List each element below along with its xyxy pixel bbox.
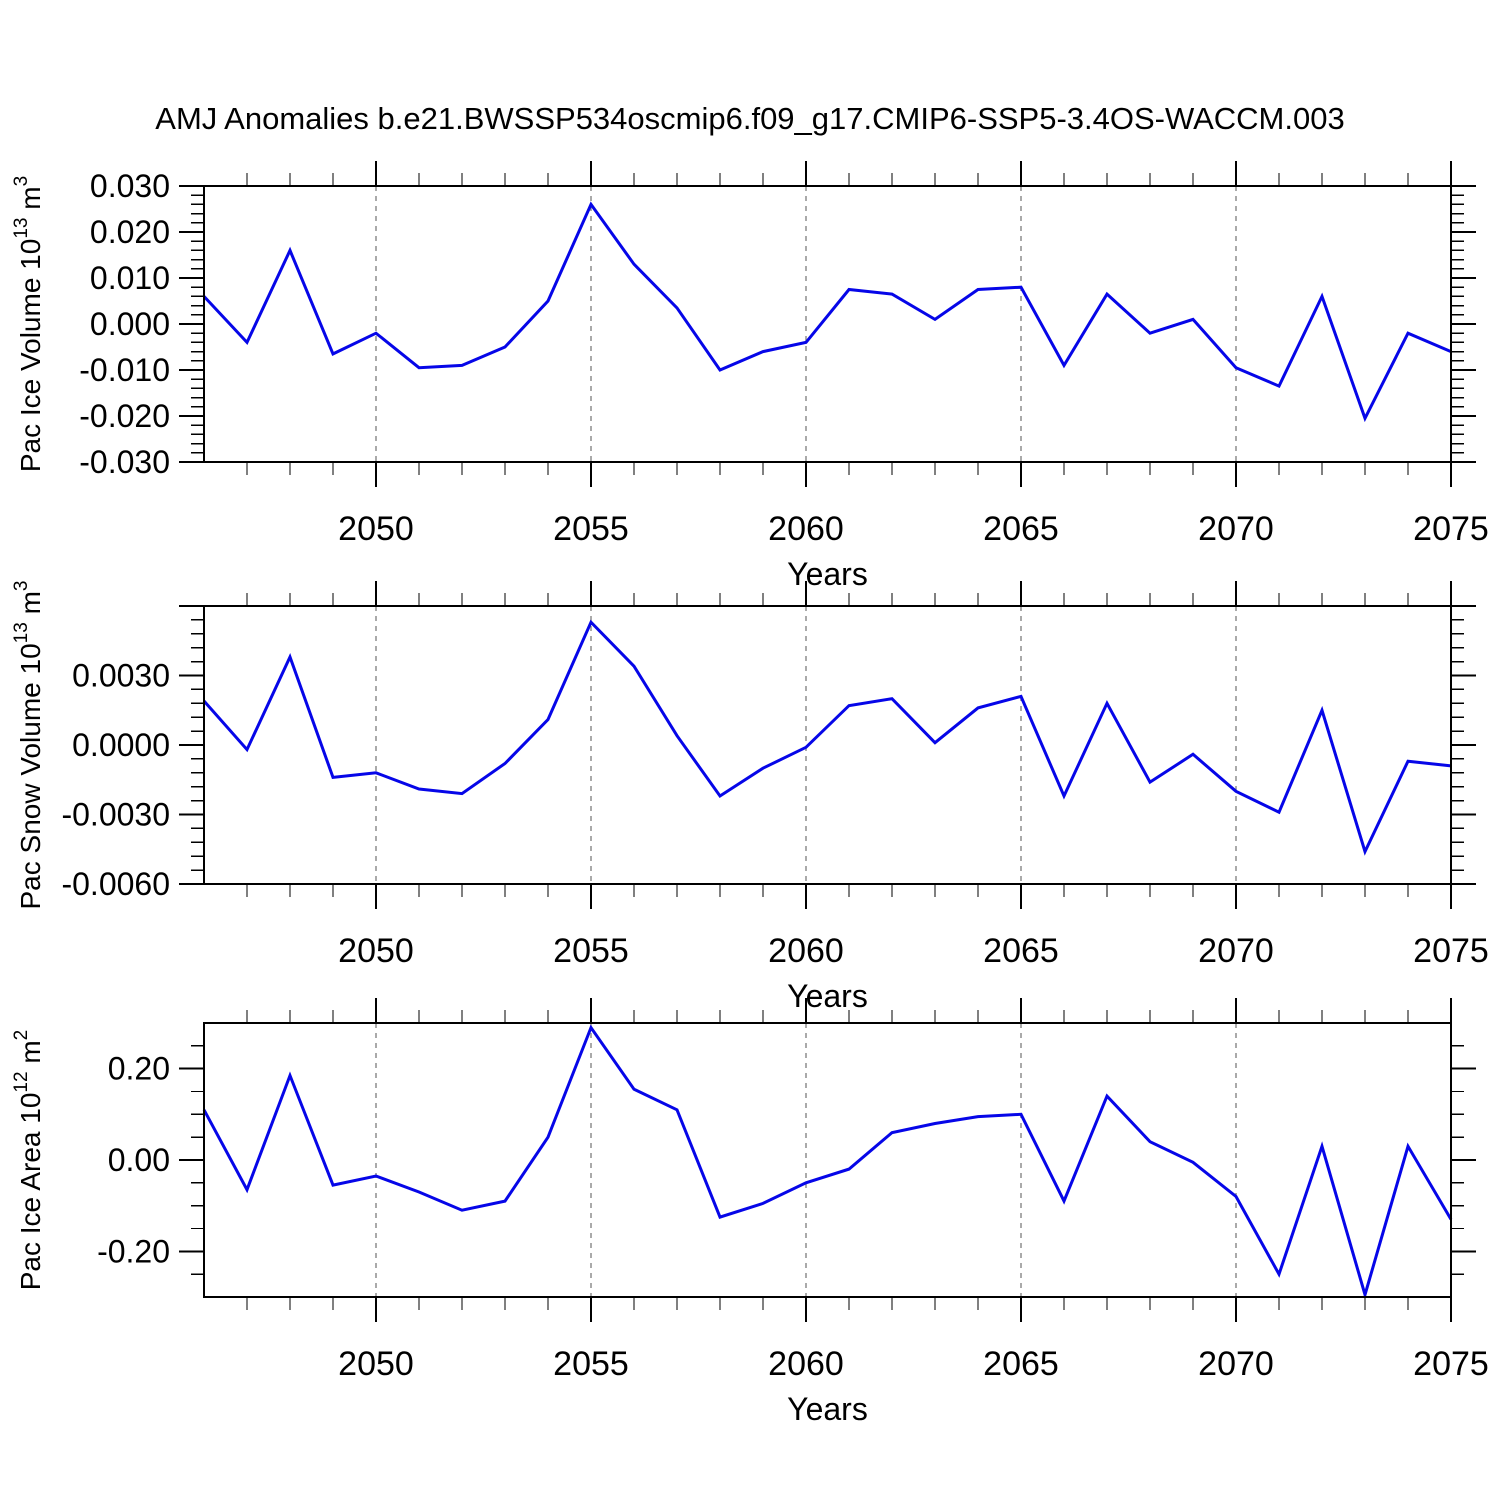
x-axis-title: Years	[787, 556, 868, 592]
x-tick-label: 2055	[553, 1345, 629, 1383]
y-tick-label: 0.000	[90, 306, 170, 342]
x-tick-label: 2070	[1198, 510, 1274, 548]
axis-ticks	[179, 998, 1476, 1322]
axis-ticks	[179, 581, 1476, 909]
y-tick-label: -0.030	[79, 444, 170, 480]
x-tick-label: 2075	[1413, 932, 1489, 970]
y-tick-label: 0.030	[90, 168, 170, 204]
plot-box	[203, 1022, 1452, 1298]
x-axis-title: Years	[787, 1391, 868, 1427]
x-tick-label: 2060	[768, 932, 844, 970]
x-tick-label: 2070	[1198, 932, 1274, 970]
plot-box	[203, 185, 1452, 463]
y-tick-label: -0.0030	[61, 797, 170, 833]
axis-ticks	[179, 161, 1476, 487]
x-tick-label: 2050	[338, 1345, 414, 1383]
x-tick-label: 2060	[768, 1345, 844, 1383]
x-tick-label: 2055	[553, 932, 629, 970]
x-tick-label: 2070	[1198, 1345, 1274, 1383]
y-tick-label: 0.0000	[72, 727, 170, 763]
y-tick-label: 0.010	[90, 260, 170, 296]
x-tick-label: 2060	[768, 510, 844, 548]
y-tick-label: 0.00	[108, 1142, 170, 1178]
y-axis-title: Pac Snow Volume 1013 m3	[11, 581, 46, 910]
y-tick-label: 0.020	[90, 214, 170, 250]
x-tick-label: 2075	[1413, 510, 1489, 548]
y-tick-label: -0.020	[79, 398, 170, 434]
panel-pac-ice-area: 0.20 0.00 -0.20 2050 2055 2060 2065 2070 2075 Yea…	[11, 998, 1489, 1427]
data-line-pac-snow-volume	[202, 619, 1452, 856]
x-tick-label: 2050	[338, 510, 414, 548]
x-tick-label: 2075	[1413, 1345, 1489, 1383]
y-tick-label: 0.0030	[72, 658, 170, 694]
x-tick-label: 2065	[983, 510, 1059, 548]
chart-title: AMJ Anomalies b.e21.BWSSP534oscmip6.f09_…	[155, 101, 1345, 136]
x-axis-title: Years	[787, 978, 868, 1014]
y-axis-title: Pac Ice Area 1012 m2	[11, 1030, 46, 1291]
plot-box	[203, 605, 1452, 885]
y-tick-label: -0.0060	[61, 866, 170, 902]
x-tick-label: 2055	[553, 510, 629, 548]
y-axis-title: Pac Ice Volume 1013 m3	[11, 176, 46, 472]
data-line-pac-ice-area	[202, 1024, 1453, 1301]
y-tick-label: -0.20	[97, 1233, 170, 1269]
x-tick-label: 2065	[983, 932, 1059, 970]
panel-pac-snow-volume: 0.0030 0.0000 -0.0030 -0.0060 2050 2055 2060 20…	[11, 581, 1489, 1015]
x-tick-label: 2050	[338, 932, 414, 970]
y-tick-label: 0.20	[108, 1051, 170, 1087]
y-tick-label: -0.010	[79, 352, 170, 388]
x-tick-label: 2065	[983, 1345, 1059, 1383]
data-line-pac-ice-volume	[202, 201, 1452, 423]
panel-pac-ice-volume: 0.030 0.020 0.010 0.000 -0.010 -0.020 -0.030 20…	[11, 161, 1489, 592]
